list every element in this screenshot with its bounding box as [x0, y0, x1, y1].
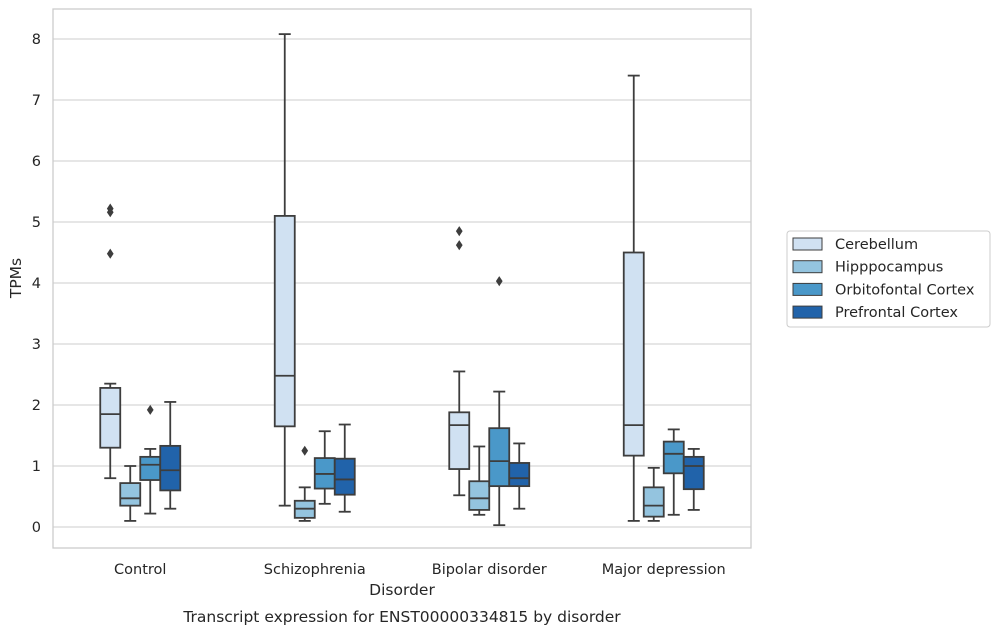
box-hipppocampus-0: [119, 465, 142, 522]
legend-label: Orbitofontal Cortex: [835, 282, 975, 298]
figure-caption: Transcript expression for ENST0000033481…: [182, 608, 621, 626]
box-iqr: [333, 457, 356, 496]
y-tick-label: 2: [32, 398, 41, 414]
y-tick-label: 5: [32, 215, 41, 231]
outlier-point: [301, 445, 309, 456]
box-orbitofontal-cortex-0: [139, 404, 162, 515]
legend: Cerebellum Hipppocampus Orbitofontal Corte…: [786, 230, 991, 328]
legend-swatch: [792, 260, 823, 274]
box-iqr: [682, 455, 705, 491]
box-hipppocampus-1: [293, 445, 316, 522]
box-iqr: [448, 411, 471, 470]
box-iqr: [488, 427, 511, 488]
legend-label: Prefrontal Cortex: [835, 305, 958, 321]
legend-swatch: [792, 237, 823, 251]
outlier-point: [146, 404, 154, 415]
box-iqr: [99, 387, 122, 449]
outlier-point: [455, 240, 463, 251]
x-tick-label: Bipolar disorder: [432, 562, 547, 578]
box-hipppocampus-3: [642, 466, 665, 522]
box-iqr: [468, 480, 491, 511]
y-tick-label: 8: [32, 32, 41, 48]
box-iqr: [119, 482, 142, 507]
outlier-point: [106, 248, 114, 259]
legend-frame: [786, 230, 991, 328]
plot-frame: [52, 8, 752, 549]
box-orbitofontal-cortex-2: [488, 276, 511, 527]
box-orbitofontal-cortex-3: [662, 428, 685, 516]
y-tick-label: 4: [32, 276, 41, 292]
y-tick-label: 6: [32, 154, 41, 170]
box-cerebellum-2: [448, 226, 471, 497]
y-tick-label: 0: [32, 520, 41, 536]
box-cerebellum-1: [273, 33, 296, 507]
box-iqr: [139, 455, 162, 481]
x-axis-title: Disorder: [369, 581, 435, 599]
legend-swatch: [792, 282, 823, 296]
x-tick-label: Major depression: [602, 562, 726, 578]
x-tick-labels: Control Schizophrenia Bipolar disorder Majo…: [114, 562, 726, 578]
box-iqr: [273, 214, 296, 428]
outlier-point: [106, 203, 114, 214]
legend-swatch: [792, 305, 823, 319]
box-iqr: [508, 462, 531, 488]
gridlines: [53, 38, 751, 528]
box-iqr: [642, 486, 665, 518]
outlier-point: [495, 276, 503, 287]
box-cerebellum-3: [622, 74, 645, 522]
box-prefrontal-cortex-2: [508, 442, 531, 510]
outlier-point: [455, 226, 463, 237]
box-cerebellum-0: [99, 203, 122, 480]
box-hipppocampus-2: [468, 445, 491, 516]
box-prefrontal-cortex-1: [333, 423, 356, 513]
legend-label: Cerebellum: [835, 237, 918, 253]
box-prefrontal-cortex-0: [159, 401, 182, 510]
box-iqr: [622, 251, 645, 457]
box-prefrontal-cortex-3: [682, 448, 705, 511]
box-orbitofontal-cortex-1: [313, 430, 336, 505]
y-tick-label: 7: [32, 93, 41, 109]
box-plots: [99, 33, 705, 527]
y-tick-label: 1: [32, 459, 41, 475]
x-tick-label: Control: [114, 562, 166, 578]
box-iqr: [662, 440, 685, 475]
y-axis-title: TPMs: [7, 258, 25, 299]
legend-label: Hipppocampus: [835, 260, 943, 276]
y-tick-labels: 0 1 2 3 4 5 6 7 8: [32, 32, 41, 536]
box-iqr: [159, 444, 182, 492]
y-tick-label: 3: [32, 337, 41, 353]
x-tick-label: Schizophrenia: [264, 562, 366, 578]
